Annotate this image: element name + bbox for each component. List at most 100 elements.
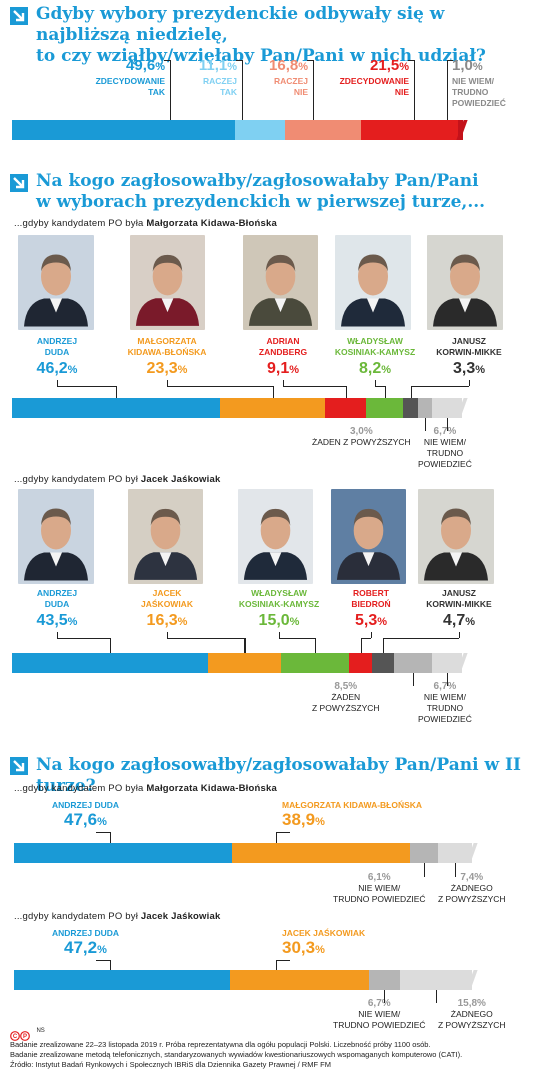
candidate-pct: 15,0% xyxy=(259,612,300,630)
candidate-pct: 23,3% xyxy=(147,360,188,378)
q2b-other1-label: żaden xyxy=(331,692,361,702)
q3b-other1-pct: 6,7% xyxy=(367,998,391,1009)
q3a-leader xyxy=(110,832,112,843)
q2a-leader xyxy=(167,380,169,386)
candidate-pct-value: 4,7 xyxy=(442,612,466,629)
q1-pct-unit: % xyxy=(399,61,409,73)
q3a-other1-pct: 6,1% xyxy=(367,872,391,883)
q2b-leader xyxy=(360,638,362,653)
q2-title: Na kogo zagłosowałby/zagłosowałaby Pan/P… xyxy=(36,171,485,213)
q1-pct-unit: % xyxy=(155,61,165,73)
q2a-other-leader xyxy=(446,418,449,431)
q1-label-line: nie xyxy=(293,87,308,97)
candidate-pct-value: 43,5 xyxy=(36,612,68,629)
candidate-pct: 3,3% xyxy=(453,360,485,378)
q2a-leader xyxy=(410,386,412,398)
q2a-bar-segment xyxy=(418,398,433,418)
candidate-first-name: Andrzej xyxy=(36,588,78,598)
svg-text:P: P xyxy=(23,1034,27,1040)
q2b-bar-segment xyxy=(207,653,282,673)
candidate-name: Władysław Kosiniak-Kamysz xyxy=(224,588,334,610)
q1-title: Gdyby wybory prezydenckie odbywały się w… xyxy=(36,4,537,67)
portrait-icon xyxy=(24,254,88,327)
q2a-leader xyxy=(375,380,377,386)
q1-pct-value: 11,1 xyxy=(198,57,228,74)
q1-label: zdecydowanie tak xyxy=(96,76,165,98)
q2a-leader xyxy=(469,380,471,386)
candidate-first-name: Jacek xyxy=(152,588,182,598)
q3a-leader xyxy=(276,832,278,843)
candidate-first-name: Adrian xyxy=(266,336,300,346)
q3b-other1: 6,7% nie wiem/trudno powiedzieć xyxy=(333,998,426,1031)
q3a-c2-pct-value: 38,9 xyxy=(282,810,316,829)
q2b-other2-l1: nie wiem/ xyxy=(423,692,466,702)
portrait-icon xyxy=(433,254,497,327)
candidate-pct: 9,1% xyxy=(267,360,299,378)
footer-line3: Źródło: Instytut Badań Rynkowych i Społe… xyxy=(10,1060,331,1069)
q1-label-line: trudno xyxy=(452,87,489,97)
q3a-leader xyxy=(96,832,110,834)
q1-pct-value: 16,8 xyxy=(269,57,299,74)
q3a-other1: 6,1% nie wiem/trudno powiedzieć xyxy=(333,872,426,905)
candidate-pct-value: 16,3 xyxy=(146,612,178,629)
candidate-first-name: Władysław xyxy=(251,588,307,598)
candidate-photo xyxy=(427,235,503,330)
q3b-c2-pct-unit: % xyxy=(315,944,325,956)
q1-pct: 49,6% xyxy=(126,57,165,74)
candidate-pct: 5,3% xyxy=(355,612,387,630)
q3b-c2-name: Jacek Jaśkowiak xyxy=(282,928,366,938)
q2b-bar-segment xyxy=(431,653,463,673)
q2b-bar xyxy=(12,653,468,673)
portrait-icon xyxy=(341,254,405,327)
q1-leader-tick xyxy=(236,60,242,62)
portrait-icon xyxy=(24,508,88,581)
q2b-leader xyxy=(360,638,371,640)
q3a-leader xyxy=(276,832,290,834)
candidate-first-name: Janusz xyxy=(451,336,486,346)
candidate-pct-unit: % xyxy=(67,364,78,376)
q2a-leader xyxy=(167,386,273,388)
portrait-icon xyxy=(336,508,401,580)
q2b-leader xyxy=(167,632,169,638)
copyright-icon: C P xyxy=(10,1031,30,1041)
q2a-other2-pct: 6,7% xyxy=(433,426,457,437)
q3a-other2-l2: z powyższych xyxy=(438,894,506,904)
q3a-c2-name: Małgorzata Kidawa-Błońska xyxy=(282,800,423,810)
candidate-photo xyxy=(335,235,411,330)
q2a-bar-segment xyxy=(366,398,404,418)
candidate-pct: 43,5% xyxy=(37,612,78,630)
q3a-c1-name: Andrzej Duda xyxy=(52,800,120,810)
q3b-subtitle: ...gdyby kandydatem PO był Jacek Jaśkowi… xyxy=(14,911,220,922)
candidate-pct-unit: % xyxy=(289,364,300,376)
q2a-subtitle-pre: ...gdyby kandydatem PO była xyxy=(14,218,147,229)
q2b-other-leader xyxy=(412,673,414,686)
q2a-subtitle: ...gdyby kandydatem PO była Małgorzata K… xyxy=(14,218,277,229)
q1-label-line: zdecydowanie xyxy=(339,76,409,86)
candidate-first-name: Andrzej xyxy=(36,336,78,346)
q2b-leader xyxy=(383,638,459,640)
q2b-other2: 6,7% nie wiem/trudno powiedzieć xyxy=(418,681,472,725)
candidate-photo xyxy=(243,235,318,330)
q1-bar-segments-segment xyxy=(360,120,458,140)
q3a-subtitle-pre: ...gdyby kandydatem PO była xyxy=(14,783,147,794)
q1-leader-tick xyxy=(447,60,453,62)
q3a-other1-l2: trudno powiedzieć xyxy=(333,894,426,904)
q2a-other1-label: żaden z powyższych xyxy=(312,437,411,447)
q1-pct-value: 1,0 xyxy=(452,57,473,74)
q2b-subtitle: ...gdyby kandydatem PO był Jacek Jaśkowi… xyxy=(14,474,220,485)
candidate-first-name: Robert xyxy=(353,588,389,598)
q2a-other-leader xyxy=(425,418,427,431)
q2a-leader xyxy=(283,386,346,388)
q3b-leader xyxy=(276,960,278,970)
q2a-leader xyxy=(57,380,59,386)
footer-line2: Badanie zrealizowane metodą telefoniczny… xyxy=(10,1050,463,1059)
q3b-c1-name: Andrzej Duda xyxy=(52,928,120,938)
q3a-other-leader xyxy=(424,863,426,877)
q2b-leader xyxy=(244,638,246,653)
q1-leader-tick xyxy=(408,60,414,62)
q2b-leader xyxy=(167,638,245,640)
candidate-name: Władysław Kosiniak-Kamysz xyxy=(320,336,430,358)
q2-title-line1: Na kogo zagłosowałby/zagłosowałaby Pan/P… xyxy=(36,171,479,191)
q1-pct-value: 21,5 xyxy=(370,57,400,74)
q3a-other-leader xyxy=(455,863,457,877)
